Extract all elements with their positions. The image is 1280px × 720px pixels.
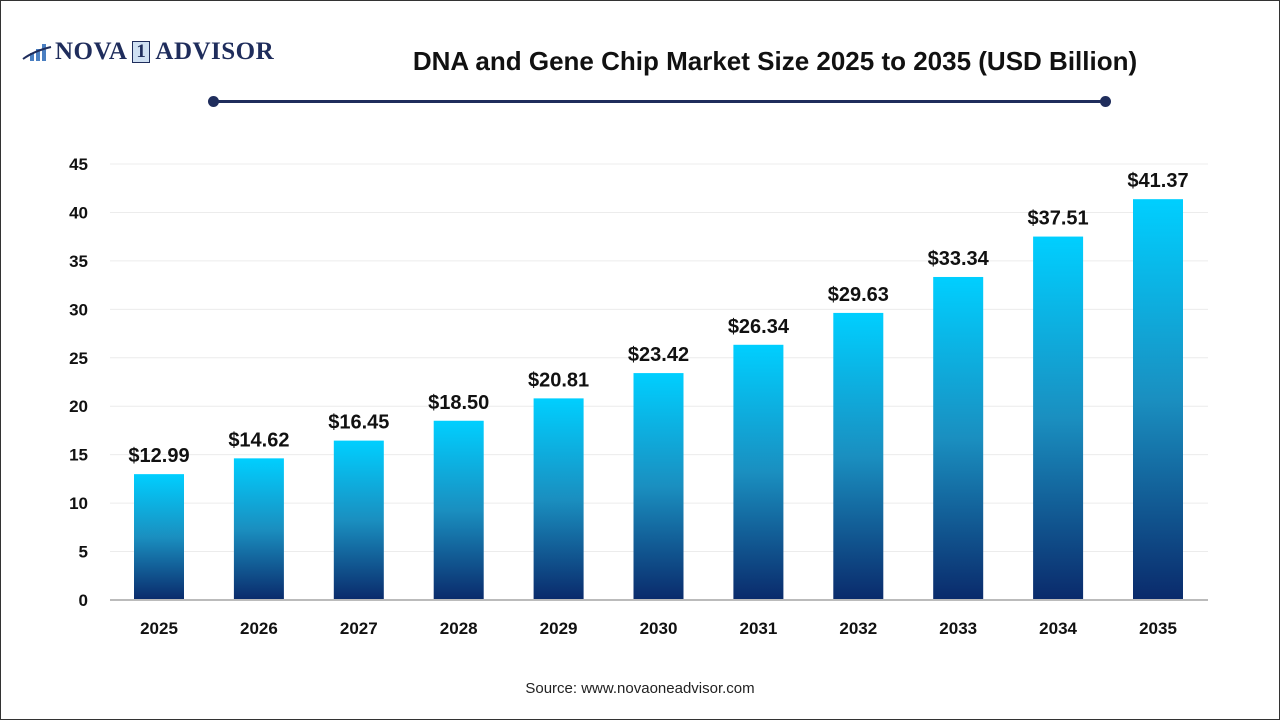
data-label: $29.63 <box>828 284 889 306</box>
x-tick-label: 2034 <box>1039 619 1077 638</box>
data-label: $20.81 <box>528 369 589 391</box>
x-tick-label: 2032 <box>839 619 877 638</box>
bar <box>833 312 884 600</box>
bar <box>233 458 284 600</box>
x-tick-label: 2033 <box>939 619 977 638</box>
title-rule <box>213 100 1106 103</box>
y-tick-label: 20 <box>69 397 88 416</box>
chart-title: DNA and Gene Chip Market Size 2025 to 20… <box>412 46 1138 76</box>
rule-dot-left <box>208 96 219 107</box>
data-label: $37.51 <box>1028 208 1089 230</box>
y-tick-label: 30 <box>69 300 88 319</box>
x-tick-label: 2027 <box>340 619 378 638</box>
y-tick-label: 40 <box>69 203 88 222</box>
data-label: $16.45 <box>328 412 389 434</box>
y-tick-label: 15 <box>69 446 88 465</box>
x-tick-label: 2030 <box>640 619 678 638</box>
data-label: $41.37 <box>1127 170 1188 192</box>
y-tick-label: 5 <box>79 543 88 562</box>
rule-dot-right <box>1100 96 1111 107</box>
y-tick-label: 35 <box>69 252 88 271</box>
logo: NOVA 1 ADVISOR <box>22 38 274 66</box>
x-tick-label: 2028 <box>440 619 478 638</box>
data-label: $12.99 <box>128 445 189 467</box>
bar <box>333 440 384 600</box>
logo-bars-icon <box>22 44 52 61</box>
bar <box>1033 236 1084 601</box>
data-label: $14.62 <box>228 429 289 451</box>
bar <box>134 474 184 600</box>
data-label: $33.34 <box>928 248 990 270</box>
bar <box>1133 199 1183 601</box>
bar <box>633 373 684 600</box>
logo-rest: ADVISOR <box>155 38 275 65</box>
data-label: $26.34 <box>728 316 790 338</box>
bar <box>433 420 484 600</box>
x-tick-label: 2026 <box>240 619 278 638</box>
y-tick-label: 10 <box>69 494 88 513</box>
y-tick-label: 45 <box>69 155 88 174</box>
x-tick-label: 2031 <box>739 619 777 638</box>
logo-one: 1 <box>132 41 151 63</box>
y-tick-label: 25 <box>69 349 88 368</box>
logo-brand: NOVA <box>55 38 128 65</box>
data-label: $18.50 <box>428 392 489 414</box>
data-label: $23.42 <box>628 344 689 366</box>
y-tick-label: 0 <box>79 591 88 610</box>
bar <box>733 344 784 600</box>
bar <box>533 398 584 600</box>
x-tick-label: 2029 <box>540 619 578 638</box>
x-tick-label: 2035 <box>1139 619 1177 638</box>
source-note: Source: www.novaoneadvisor.com <box>525 680 755 697</box>
bar <box>933 276 984 600</box>
x-tick-label: 2025 <box>140 619 178 638</box>
